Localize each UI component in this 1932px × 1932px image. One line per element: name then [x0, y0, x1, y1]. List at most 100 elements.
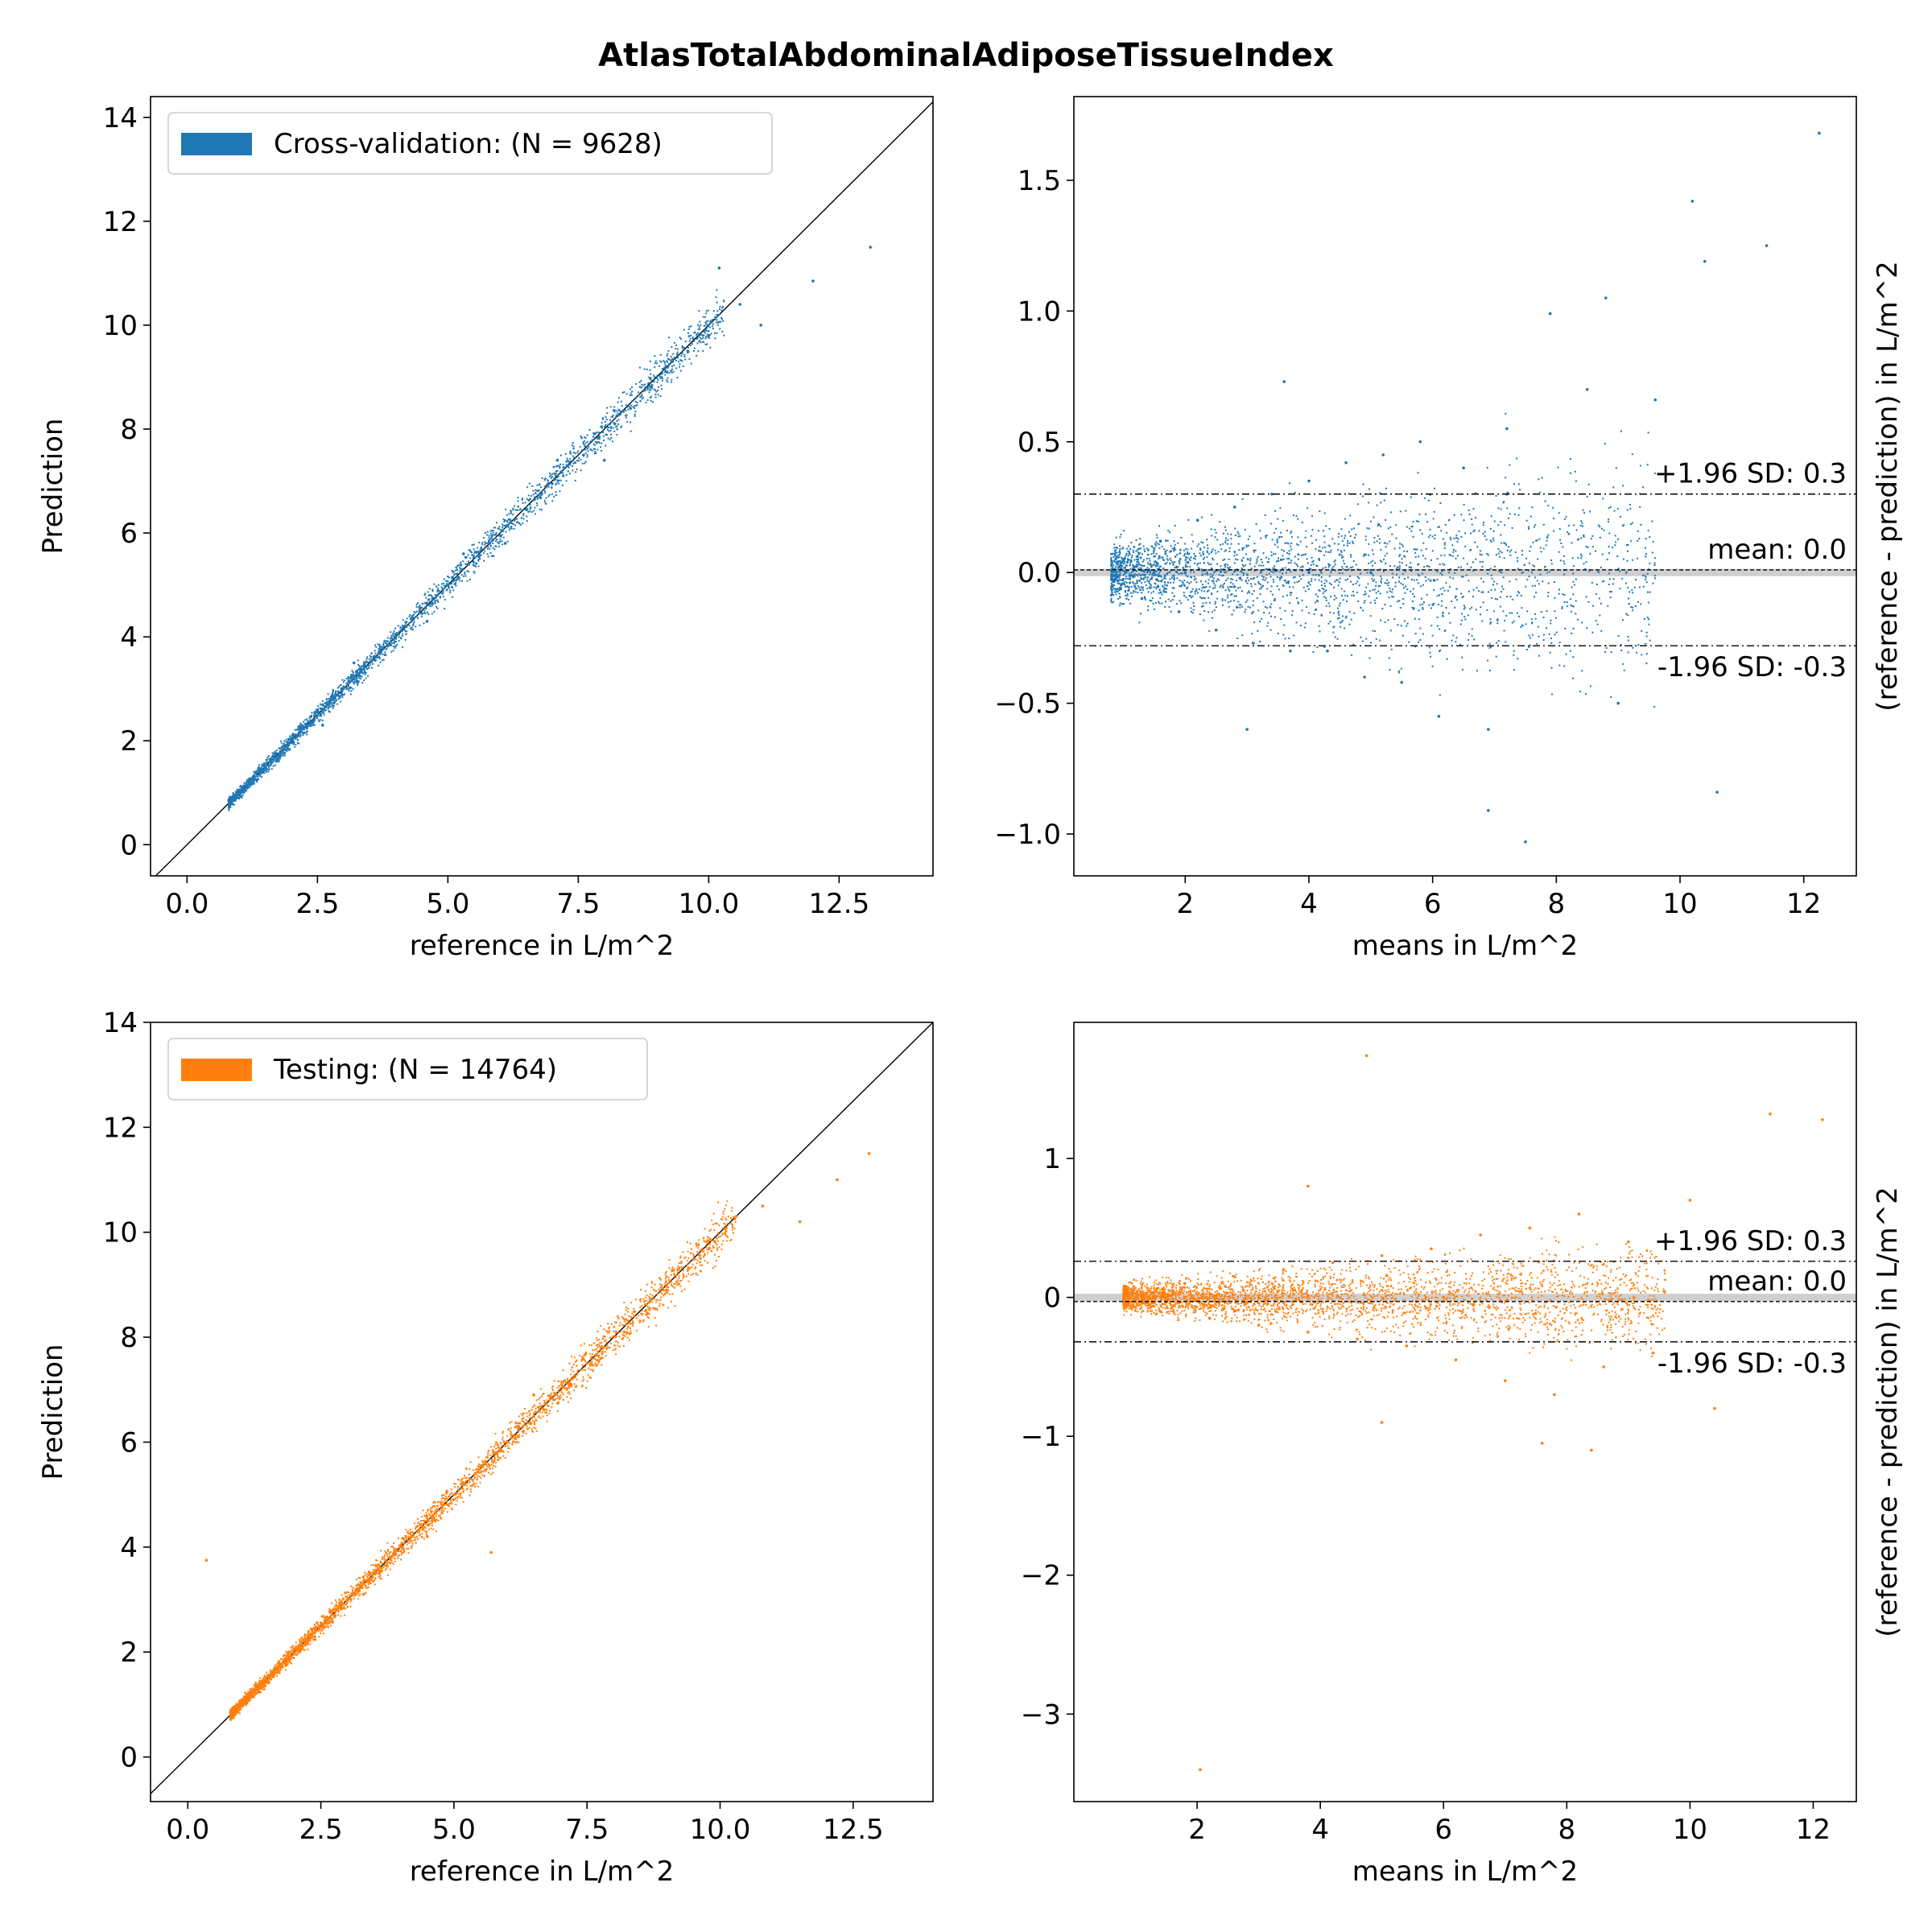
- scatter-point: [1483, 522, 1485, 524]
- scatter-point: [1214, 587, 1216, 589]
- scatter-point: [1140, 567, 1142, 569]
- scatter-point: [1398, 547, 1401, 549]
- scatter-point: [1579, 524, 1582, 526]
- scatter-point: [476, 563, 478, 565]
- scatter-point: [349, 676, 351, 679]
- scatter-point: [1115, 555, 1117, 558]
- scatter-point: [1137, 551, 1140, 554]
- scatter-point: [1464, 618, 1467, 621]
- scatter-point: [555, 482, 558, 485]
- scatter-point: [1178, 559, 1180, 562]
- scatter-point: [1245, 601, 1247, 603]
- scatter-point: [1295, 564, 1298, 566]
- scatter-point: [312, 719, 315, 721]
- scatter-point: [1631, 588, 1633, 591]
- scatter-point: [306, 718, 308, 720]
- data-point: [378, 648, 382, 652]
- scatter-point: [1402, 634, 1404, 637]
- scatter-point: [263, 767, 266, 770]
- scatter-point: [242, 786, 245, 788]
- scatter-point: [1238, 577, 1241, 580]
- scatter-point: [1139, 588, 1141, 591]
- scatter-point: [537, 494, 539, 497]
- scatter-point: [1212, 617, 1214, 619]
- scatter-point: [267, 755, 270, 758]
- scatter-point: [1117, 576, 1120, 578]
- scatter-point: [267, 765, 270, 767]
- scatter-point: [1149, 599, 1151, 601]
- scatter-point: [492, 539, 494, 542]
- scatter-point: [1203, 597, 1206, 600]
- scatter-point: [1455, 588, 1458, 590]
- scatter-point: [1187, 565, 1189, 568]
- scatter-point: [676, 377, 679, 379]
- scatter-point: [1236, 554, 1238, 556]
- scatter-point: [1643, 618, 1645, 621]
- scatter-point: [1168, 572, 1170, 574]
- scatter-point: [1476, 546, 1479, 548]
- scatter-point: [473, 556, 475, 559]
- scatter-point: [1129, 554, 1131, 556]
- scatter-point: [1290, 571, 1292, 573]
- scatter-point: [265, 759, 267, 762]
- scatter-point: [382, 654, 384, 656]
- scatter-point: [1471, 634, 1473, 637]
- scatter-point: [1179, 552, 1181, 555]
- scatter-point: [1529, 637, 1531, 639]
- scatter-point: [1300, 555, 1302, 557]
- scatter-point: [1351, 528, 1353, 530]
- scatter-point: [246, 790, 248, 792]
- scatter-point: [596, 437, 598, 440]
- scatter-point: [1119, 551, 1121, 554]
- scatter-point: [1110, 597, 1113, 600]
- scatter-point: [364, 662, 366, 664]
- scatter-point: [372, 655, 374, 658]
- scatter-point: [677, 357, 679, 359]
- scatter-point: [1154, 572, 1156, 574]
- scatter-point: [369, 654, 371, 657]
- scatter-point: [653, 381, 655, 383]
- scatter-point: [242, 786, 244, 788]
- scatter-point: [1517, 591, 1520, 593]
- scatter-point: [1412, 592, 1414, 595]
- scatter-point: [340, 700, 342, 703]
- scatter-point: [1496, 618, 1499, 621]
- scatter-point: [254, 772, 256, 774]
- scatter-point: [1413, 548, 1415, 551]
- scatter-point: [269, 759, 271, 762]
- scatter-point: [1147, 570, 1150, 572]
- scatter-point: [1489, 539, 1492, 542]
- scatter-point: [349, 682, 351, 684]
- scatter-point: [690, 335, 692, 337]
- scatter-point: [1111, 594, 1113, 597]
- scatter-point: [555, 491, 557, 493]
- scatter-point: [697, 328, 700, 330]
- scatter-point: [1117, 559, 1120, 562]
- scatter-point: [332, 705, 334, 708]
- scatter-point: [1113, 578, 1115, 580]
- scatter-point: [473, 543, 475, 546]
- data-point: [613, 422, 617, 426]
- scatter-point: [629, 388, 631, 390]
- scatter-point: [1542, 547, 1545, 550]
- scatter-point: [1163, 576, 1166, 578]
- scatter-point: [716, 316, 718, 318]
- scatter-point: [425, 597, 427, 599]
- scatter-point: [1414, 548, 1417, 551]
- scatter-point: [1119, 566, 1121, 568]
- scatter-point: [1402, 545, 1404, 547]
- scatter-point: [1307, 581, 1310, 584]
- scatter-point: [1583, 534, 1585, 536]
- scatter-point: [620, 410, 622, 412]
- scatter-point: [1645, 581, 1648, 584]
- scatter-point: [303, 720, 305, 723]
- scatter-point: [1201, 570, 1203, 572]
- scatter-point: [402, 633, 404, 635]
- scatter-point: [325, 705, 328, 708]
- scatter-point: [481, 543, 484, 546]
- scatter-point: [710, 320, 712, 322]
- scatter-point: [1389, 565, 1391, 568]
- scatter-point: [1547, 534, 1550, 536]
- scatter-point: [423, 611, 426, 613]
- scatter-point: [304, 732, 307, 734]
